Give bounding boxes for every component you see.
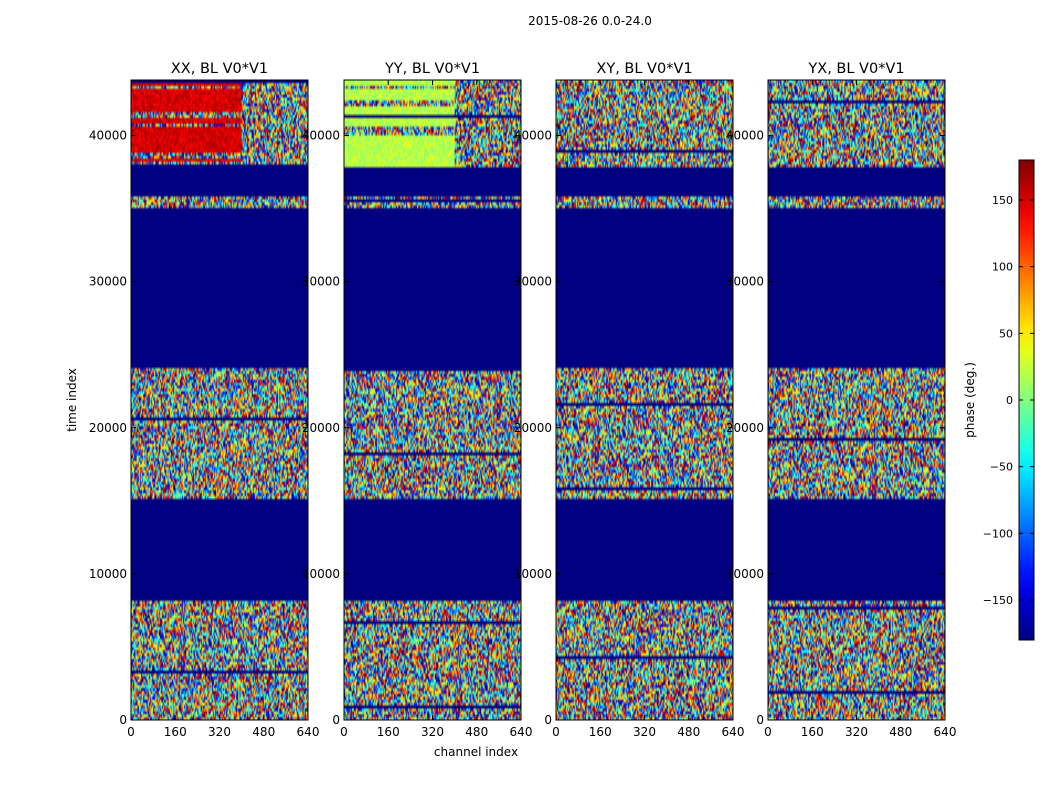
panel-title: XY, BL V0*V1 [596, 61, 692, 77]
y-tick-label: 0 [332, 713, 340, 727]
heatmap-image [768, 80, 945, 720]
x-tick-label: 0 [552, 725, 560, 739]
y-tick-label: 30000 [726, 275, 764, 289]
heatmap-image [344, 80, 521, 720]
y-axis-label: time index [65, 368, 79, 432]
x-tick-label: 480 [465, 725, 488, 739]
y-tick-label: 10000 [514, 567, 552, 581]
colorbar-tick-label: 100 [992, 261, 1013, 274]
y-tick-label: 0 [756, 713, 764, 727]
panel-title: YX, BL V0*V1 [807, 61, 904, 77]
x-tick-label: 640 [934, 725, 957, 739]
x-tick-label: 320 [633, 725, 656, 739]
panel-xy: XY, BL V0*V1 0 160 320 480 640 0 10000 20000 3000… [514, 61, 745, 739]
figure-title: 2015-08-26 0.0-24.0 [528, 14, 652, 28]
x-tick-label: 0 [764, 725, 772, 739]
x-tick-label: 480 [889, 725, 912, 739]
x-tick-label: 480 [252, 725, 275, 739]
y-tick-label: 20000 [726, 421, 764, 435]
colorbar-tick-label: 150 [992, 194, 1013, 207]
colorbar: 150 100 50 0 −50 −100 −150 phase (deg.) [963, 159, 1035, 641]
y-tick-label: 10000 [89, 567, 127, 581]
x-tick-label: 320 [208, 725, 231, 739]
y-tick-label: 0 [544, 713, 552, 727]
x-tick-label: 0 [340, 725, 348, 739]
y-tick-label: 10000 [726, 567, 764, 581]
heatmap-image [131, 80, 308, 720]
y-tick-label: 40000 [302, 129, 340, 143]
x-tick-label: 160 [164, 725, 187, 739]
y-tick-label: 20000 [302, 421, 340, 435]
panel-title: YY, BL V0*V1 [384, 61, 480, 77]
x-axis-label: channel index [434, 745, 518, 759]
x-tick-label: 640 [510, 725, 533, 739]
y-tick-label: 20000 [514, 421, 552, 435]
y-tick-label: 40000 [89, 129, 127, 143]
x-tick-label: 480 [677, 725, 700, 739]
panel-yy: YY, BL V0*V1 0 160 320 480 640 0 10000 20000 3000… [302, 61, 533, 739]
x-tick-label: 160 [801, 725, 824, 739]
x-tick-label: 320 [421, 725, 444, 739]
y-tick-label: 40000 [726, 129, 764, 143]
panel-title: XX, BL V0*V1 [171, 61, 268, 77]
heatmap-image [556, 80, 733, 720]
panel-xx: XX, BL V0*V1 0 160 320 480 640 0 10000 20000 3000… [89, 61, 320, 739]
x-tick-label: 640 [297, 725, 320, 739]
y-tick-label: 40000 [514, 129, 552, 143]
x-tick-label: 0 [127, 725, 135, 739]
colorbar-tick-label: 50 [999, 327, 1013, 340]
panel-yx: YX, BL V0*V1 0 160 320 480 640 0 10000 20000 3000… [726, 61, 957, 739]
x-tick-label: 160 [589, 725, 612, 739]
y-tick-label: 20000 [89, 421, 127, 435]
y-tick-label: 30000 [302, 275, 340, 289]
colorbar-tick-label: −100 [983, 527, 1013, 540]
y-tick-label: 0 [119, 713, 127, 727]
colorbar-tick-label: 0 [1006, 394, 1013, 407]
colorbar-label: phase (deg.) [963, 362, 977, 438]
x-tick-label: 640 [722, 725, 745, 739]
colorbar-tick-label: −50 [990, 461, 1013, 474]
y-tick-label: 10000 [302, 567, 340, 581]
x-tick-label: 320 [845, 725, 868, 739]
y-tick-label: 30000 [514, 275, 552, 289]
x-tick-label: 160 [377, 725, 400, 739]
y-tick-label: 30000 [89, 275, 127, 289]
colorbar-tick-label: −150 [983, 594, 1013, 607]
